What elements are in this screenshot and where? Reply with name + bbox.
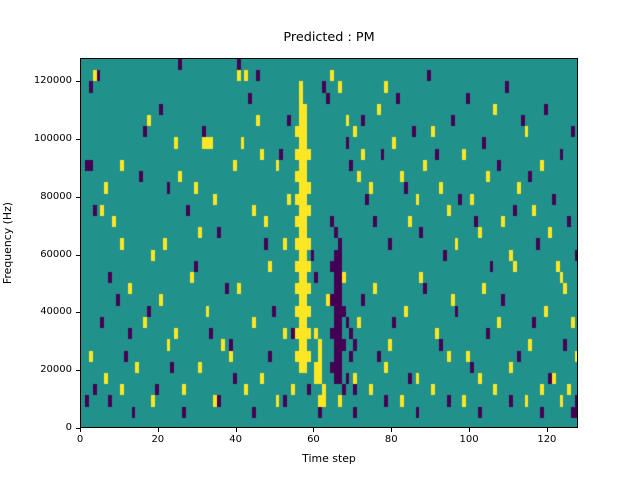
heatmap-canvas [81,59,577,427]
x-tick-mark [391,428,393,432]
x-tick-label: 100 [459,434,479,445]
heatmap-axes [80,58,578,428]
x-tick-mark [80,428,81,432]
y-tick-mark [76,370,80,372]
y-tick-mark [76,254,80,256]
x-tick-mark [235,428,237,432]
y-tick-label: 80000 [40,190,72,202]
y-tick-mark [76,81,80,83]
y-tick-label: 100000 [33,132,72,144]
x-tick-label: 40 [229,434,242,445]
x-tick-label: 0 [76,434,84,445]
y-axis-label: Frequency (Hz) [1,201,14,285]
y-tick-label: 40000 [40,306,72,318]
page-title: Predicted : PM [283,30,375,45]
x-tick-label: 80 [384,434,398,445]
y-tick-mark [76,138,80,140]
y-tick-mark [76,312,80,314]
y-tick-label: 20000 [40,364,72,376]
x-tick-mark [546,428,548,432]
y-tick-label: 60000 [40,248,72,260]
y-tick-label: 120000 [33,75,72,87]
y-axis-label-container: Frequency (Hz) [0,58,16,428]
x-tick-label: 120 [537,434,557,445]
y-tick-mark [76,428,80,429]
y-tick-label: 0 [65,422,72,433]
x-tick-label: 20 [151,434,165,445]
x-tick-mark [157,428,159,432]
x-tick-mark [313,428,315,432]
y-tick-mark [76,196,80,198]
x-axis-label: Time step [302,452,356,465]
x-tick-label: 60 [307,434,320,445]
x-tick-mark [469,428,471,432]
